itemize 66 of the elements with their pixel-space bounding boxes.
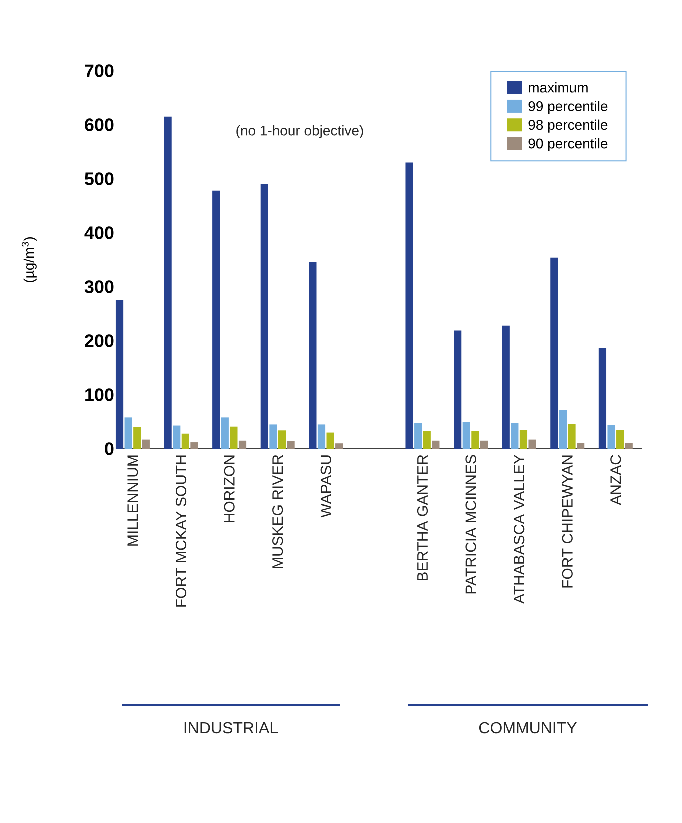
y-tick-label: 0 [105, 442, 114, 456]
bar [511, 423, 519, 449]
bar [502, 326, 510, 449]
bar [142, 440, 150, 449]
text: INDUSTRIAL [184, 722, 278, 734]
bar [309, 262, 317, 449]
bar [318, 424, 326, 449]
x-tick-label: FORT CHIPEWYAN [562, 456, 573, 588]
legend-label: 99 percentile [528, 101, 608, 114]
bar [559, 410, 568, 449]
bar [221, 418, 229, 449]
bar [462, 422, 470, 449]
bar [577, 443, 585, 449]
bar [182, 434, 190, 449]
x-tick-label: MILLENNIUM [128, 456, 138, 546]
bar [287, 441, 295, 449]
bar [134, 427, 142, 449]
legend-label: 90 percentile [528, 138, 608, 152]
y-tick-label: 400 [84, 226, 114, 240]
x-tick-label: ATHABASCA VALLEY [514, 454, 525, 604]
bar [270, 424, 278, 449]
bar [164, 116, 172, 449]
y-tick-label: 700 [85, 64, 114, 78]
bar [230, 426, 238, 449]
bar [173, 426, 181, 449]
x-tick-label: PATRICIA MCINNES [466, 455, 476, 594]
bar [598, 348, 607, 449]
bar [625, 443, 633, 449]
x-tick-label: BERTHA GANTER [417, 455, 428, 581]
x-tick-label: ANZAC [610, 455, 622, 506]
bar [608, 425, 616, 449]
bar [480, 440, 488, 449]
bar [528, 440, 536, 449]
y-tick-label: 200 [85, 334, 114, 348]
legend-label: maximum [529, 82, 588, 93]
x-tick-label: WAPASU [320, 456, 332, 518]
bar [616, 430, 624, 449]
bar [423, 431, 431, 449]
bar [116, 300, 124, 449]
legend-label: 98 percentile [528, 120, 608, 133]
bar [278, 430, 286, 449]
bar [212, 190, 220, 449]
annotation: (no 1-hour objective) [236, 125, 364, 139]
y-tick-label: 600 [85, 118, 114, 132]
bar [432, 440, 440, 449]
y-tick-label: 300 [84, 280, 114, 294]
y-axis-title: (µg/m$^{3}$) [22, 238, 37, 282]
x-tick-label: HORIZON [224, 456, 235, 522]
x-tick-label: FORT MCKAY SOUTH [176, 456, 187, 607]
bar [414, 423, 422, 449]
bar [124, 418, 132, 449]
bar [568, 424, 576, 449]
bar [326, 432, 334, 449]
text: COMMUNITY [479, 722, 577, 734]
bar [238, 440, 247, 449]
bar [336, 444, 344, 449]
x-tick-label: MUSKEG RIVER [272, 455, 284, 568]
bar [454, 330, 462, 449]
bar [520, 430, 528, 449]
y-tick-label: 500 [84, 172, 114, 186]
bar [472, 431, 480, 449]
bar [260, 184, 268, 449]
bar [550, 258, 558, 449]
y-tick-label: 100 [86, 388, 114, 402]
bar [406, 162, 414, 449]
bar [190, 442, 198, 449]
